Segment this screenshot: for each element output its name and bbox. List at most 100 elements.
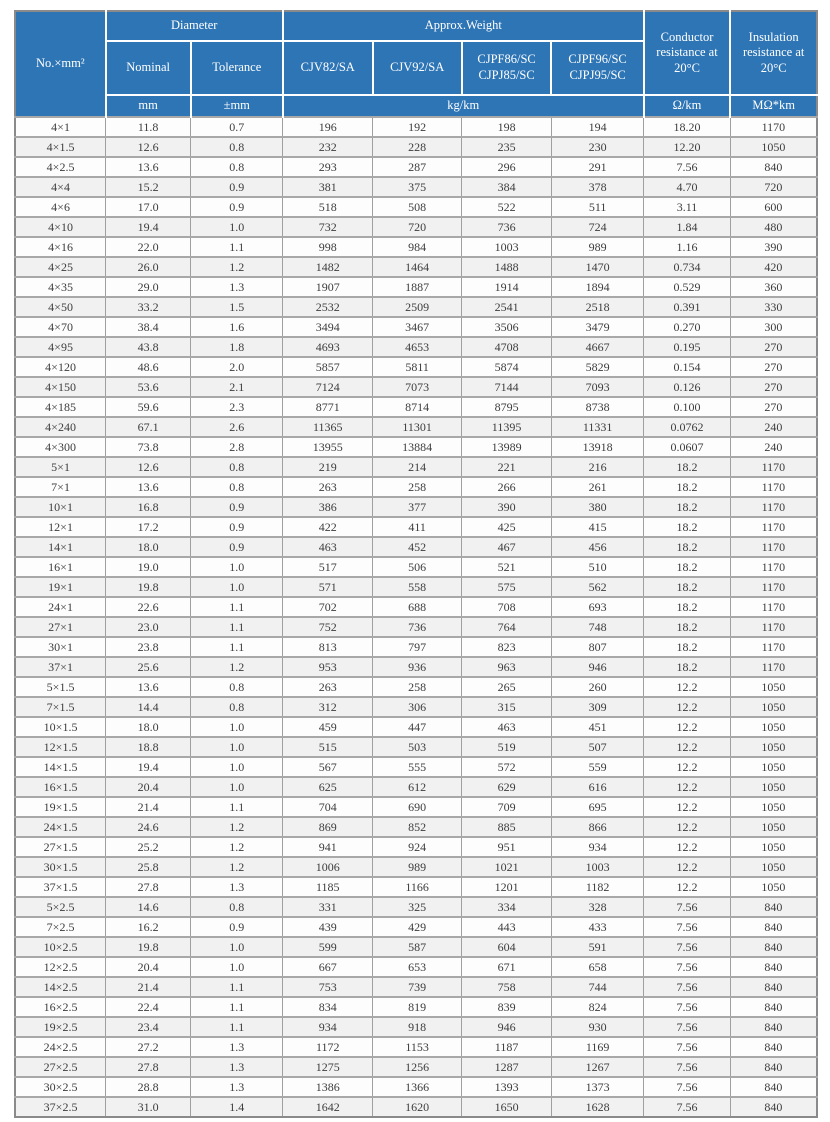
cell-tolerance: 1.1 <box>190 636 284 657</box>
cell-insulation-resistance: 600 <box>729 196 818 217</box>
cell-insulation-resistance: 300 <box>729 316 818 337</box>
spec-table-body: 4×1 11.8 0.7 196 192 198 194 18.20 1170 4×1.5 12.6… <box>14 116 818 1117</box>
table-row: 27×2.5 27.8 1.3 1275 1256 1287 1267 7.56 840 <box>14 1056 818 1077</box>
cell-insulation-resistance: 840 <box>729 916 818 937</box>
header-insulation-resistance: Insulation resistance at 20°C <box>729 11 817 95</box>
cell-conductor-resistance: 7.56 <box>643 1076 731 1097</box>
cell-weight-cjv92: 989 <box>372 856 463 877</box>
cell-weight-cjv82: 518 <box>282 196 374 217</box>
cell-size: 4×50 <box>14 296 107 317</box>
cell-insulation-resistance: 1050 <box>729 876 818 897</box>
cell-size: 30×1 <box>14 636 107 657</box>
cell-weight-cjpf96: 216 <box>550 456 645 477</box>
cell-weight-cjpf96: 1628 <box>550 1096 645 1117</box>
cell-tolerance: 2.6 <box>190 416 284 437</box>
cell-weight-cjpf96: 1182 <box>550 876 645 897</box>
cell-size: 4×1.5 <box>14 136 107 157</box>
table-row: 4×185 59.6 2.3 8771 8714 8795 8738 0.100 270 <box>14 396 818 417</box>
cell-weight-cjpf86: 629 <box>461 776 552 797</box>
table-row: 37×1.5 27.8 1.3 1185 1166 1201 1182 12.2 1050 <box>14 876 818 897</box>
table-row: 4×50 33.2 1.5 2532 2509 2541 2518 0.391 330 <box>14 296 818 317</box>
cell-weight-cjpf86: 758 <box>461 976 552 997</box>
cell-insulation-resistance: 840 <box>729 956 818 977</box>
cell-nominal-diameter: 16.2 <box>105 916 192 937</box>
cell-weight-cjpf86: 1287 <box>461 1056 552 1077</box>
cell-weight-cjpf96: 261 <box>550 476 645 497</box>
cell-nominal-diameter: 15.2 <box>105 176 192 197</box>
cell-nominal-diameter: 22.6 <box>105 596 192 617</box>
cell-weight-cjv92: 1887 <box>372 276 463 297</box>
cell-tolerance: 0.9 <box>190 496 284 517</box>
cell-conductor-resistance: 3.11 <box>643 196 731 217</box>
cell-weight-cjpf86: 384 <box>461 176 552 197</box>
cell-weight-cjv92: 612 <box>372 776 463 797</box>
table-row: 4×120 48.6 2.0 5857 5811 5874 5829 0.154 270 <box>14 356 818 377</box>
cell-weight-cjpf86: 1003 <box>461 236 552 257</box>
cell-conductor-resistance: 18.2 <box>643 556 731 577</box>
cell-size: 12×2.5 <box>14 956 107 977</box>
cell-conductor-resistance: 18.2 <box>643 516 731 537</box>
cell-weight-cjv92: 287 <box>372 156 463 177</box>
cell-weight-cjpf96: 328 <box>550 896 645 917</box>
cell-tolerance: 0.9 <box>190 916 284 937</box>
table-row: 12×1.5 18.8 1.0 515 503 519 507 12.2 1050 <box>14 736 818 757</box>
cell-weight-cjpf96: 1470 <box>550 256 645 277</box>
cell-tolerance: 1.3 <box>190 276 284 297</box>
cell-weight-cjpf86: 885 <box>461 816 552 837</box>
cell-insulation-resistance: 270 <box>729 376 818 397</box>
cell-conductor-resistance: 0.529 <box>643 276 731 297</box>
table-row: 4×16 22.0 1.1 998 984 1003 989 1.16 390 <box>14 236 818 257</box>
cell-weight-cjpf86: 764 <box>461 616 552 637</box>
table-row: 4×1.5 12.6 0.8 232 228 235 230 12.20 1050 <box>14 136 818 157</box>
cell-weight-cjpf96: 309 <box>550 696 645 717</box>
cell-size: 4×35 <box>14 276 107 297</box>
cell-weight-cjv82: 263 <box>282 476 374 497</box>
table-row: 19×2.5 23.4 1.1 934 918 946 930 7.56 840 <box>14 1016 818 1037</box>
cell-tolerance: 1.0 <box>190 576 284 597</box>
cell-weight-cjpf86: 736 <box>461 216 552 237</box>
cell-insulation-resistance: 840 <box>729 936 818 957</box>
cell-tolerance: 2.8 <box>190 436 284 457</box>
cell-tolerance: 1.8 <box>190 336 284 357</box>
cell-weight-cjpf86: 11395 <box>461 416 552 437</box>
cell-conductor-resistance: 7.56 <box>643 1056 731 1077</box>
cell-weight-cjv92: 688 <box>372 596 463 617</box>
cell-tolerance: 0.9 <box>190 536 284 557</box>
cell-weight-cjv82: 1907 <box>282 276 374 297</box>
cell-size: 5×1.5 <box>14 676 107 697</box>
cell-weight-cjpf96: 658 <box>550 956 645 977</box>
cell-tolerance: 1.0 <box>190 756 284 777</box>
cell-weight-cjpf86: 4708 <box>461 336 552 357</box>
header-conductor-resistance: Conductor resistance at 20°C <box>642 11 732 95</box>
table-row: 12×1 17.2 0.9 422 411 425 415 18.2 1170 <box>14 516 818 537</box>
cell-size: 10×2.5 <box>14 936 107 957</box>
cell-weight-cjv82: 953 <box>282 656 374 677</box>
cell-weight-cjv82: 2532 <box>282 296 374 317</box>
cell-weight-cjpf96: 8738 <box>550 396 645 417</box>
cell-insulation-resistance: 1050 <box>729 796 818 817</box>
table-row: 4×2.5 13.6 0.8 293 287 296 291 7.56 840 <box>14 156 818 177</box>
cell-weight-cjv82: 625 <box>282 776 374 797</box>
cell-weight-cjpf96: 510 <box>550 556 645 577</box>
cell-weight-cjpf96: 946 <box>550 656 645 677</box>
cell-weight-cjpf96: 807 <box>550 636 645 657</box>
table-row: 19×1 19.8 1.0 571 558 575 562 18.2 1170 <box>14 576 818 597</box>
cell-nominal-diameter: 23.0 <box>105 616 192 637</box>
table-row: 7×2.5 16.2 0.9 439 429 443 433 7.56 840 <box>14 916 818 937</box>
table-row: 4×6 17.0 0.9 518 508 522 511 3.11 600 <box>14 196 818 217</box>
cell-nominal-diameter: 13.6 <box>105 676 192 697</box>
cell-size: 24×1.5 <box>14 816 107 837</box>
cell-weight-cjv92: 377 <box>372 496 463 517</box>
cell-weight-cjpf86: 575 <box>461 576 552 597</box>
cell-nominal-diameter: 29.0 <box>105 276 192 297</box>
cell-insulation-resistance: 420 <box>729 256 818 277</box>
cell-insulation-resistance: 1170 <box>729 576 818 597</box>
cell-weight-cjpf96: 930 <box>550 1016 645 1037</box>
cell-nominal-diameter: 13.6 <box>105 476 192 497</box>
cell-insulation-resistance: 840 <box>729 1096 818 1117</box>
cell-size: 4×120 <box>14 356 107 377</box>
cell-tolerance: 1.0 <box>190 556 284 577</box>
cell-weight-cjpf96: 591 <box>550 936 645 957</box>
cell-nominal-diameter: 23.8 <box>105 636 192 657</box>
